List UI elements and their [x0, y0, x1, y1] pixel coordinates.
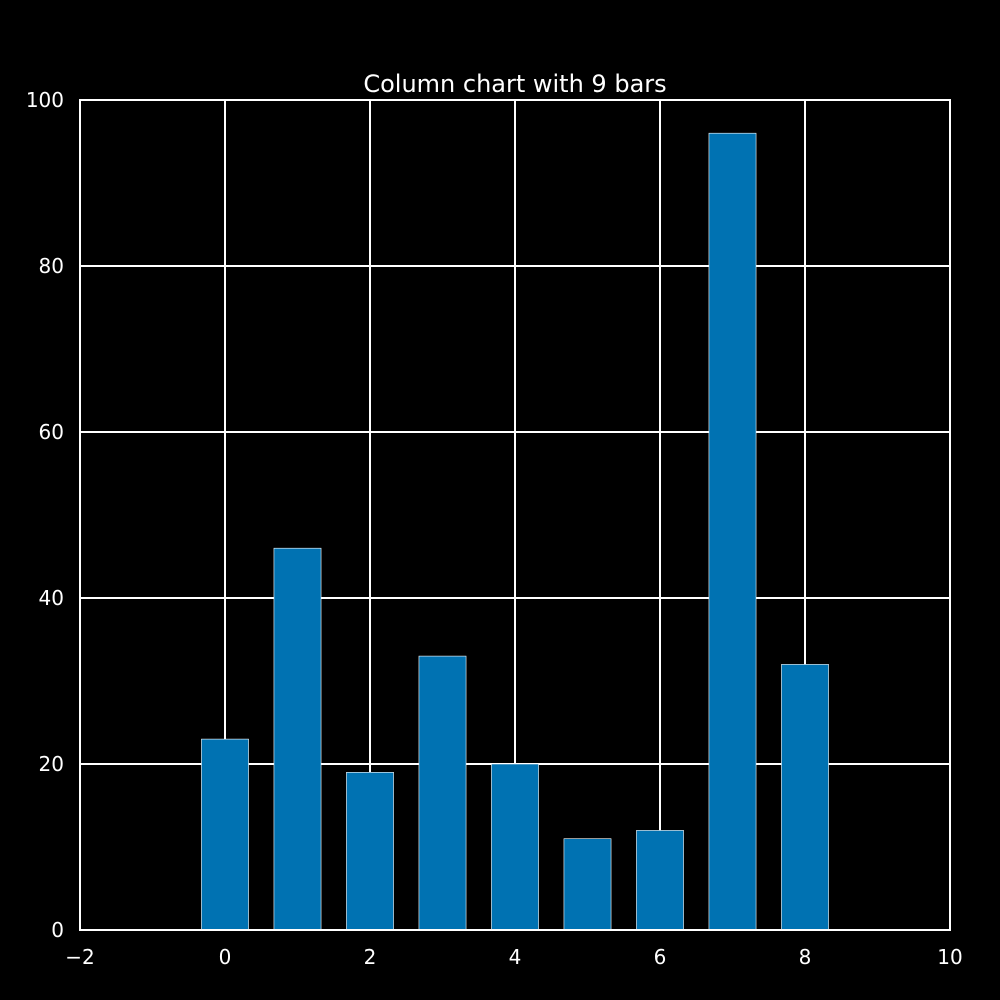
x-tick-label: 6 [654, 945, 667, 969]
y-tick-label: 40 [39, 586, 64, 610]
x-tick-label: 2 [364, 945, 377, 969]
bar-5 [563, 838, 612, 931]
bar-8 [781, 664, 829, 931]
plot-area-frame [79, 99, 951, 931]
y-tick-label: 80 [39, 254, 64, 278]
bars [201, 132, 829, 931]
x-axis-tick-labels: −2 0 2 4 6 8 10 [65, 945, 962, 969]
x-tick-label: −2 [65, 945, 94, 969]
x-tick-label: 10 [937, 945, 962, 969]
y-axis-tick-labels: 0 20 40 60 80 100 [26, 88, 64, 942]
y-tick-label: 20 [39, 752, 64, 776]
bar-4 [491, 763, 539, 931]
y-tick-label: 0 [51, 918, 64, 942]
x-tick-label: 0 [219, 945, 232, 969]
bar-3 [418, 655, 467, 931]
y-tick-label: 60 [39, 420, 64, 444]
bar-1 [273, 547, 322, 931]
bar-6 [636, 830, 684, 931]
y-tick-label: 100 [26, 88, 64, 112]
x-tick-label: 8 [799, 945, 812, 969]
bar-2 [346, 771, 394, 931]
chart-title: Column chart with 9 bars [363, 70, 666, 98]
bar-7 [708, 132, 757, 931]
bar-0 [201, 738, 249, 931]
x-tick-label: 4 [509, 945, 522, 969]
